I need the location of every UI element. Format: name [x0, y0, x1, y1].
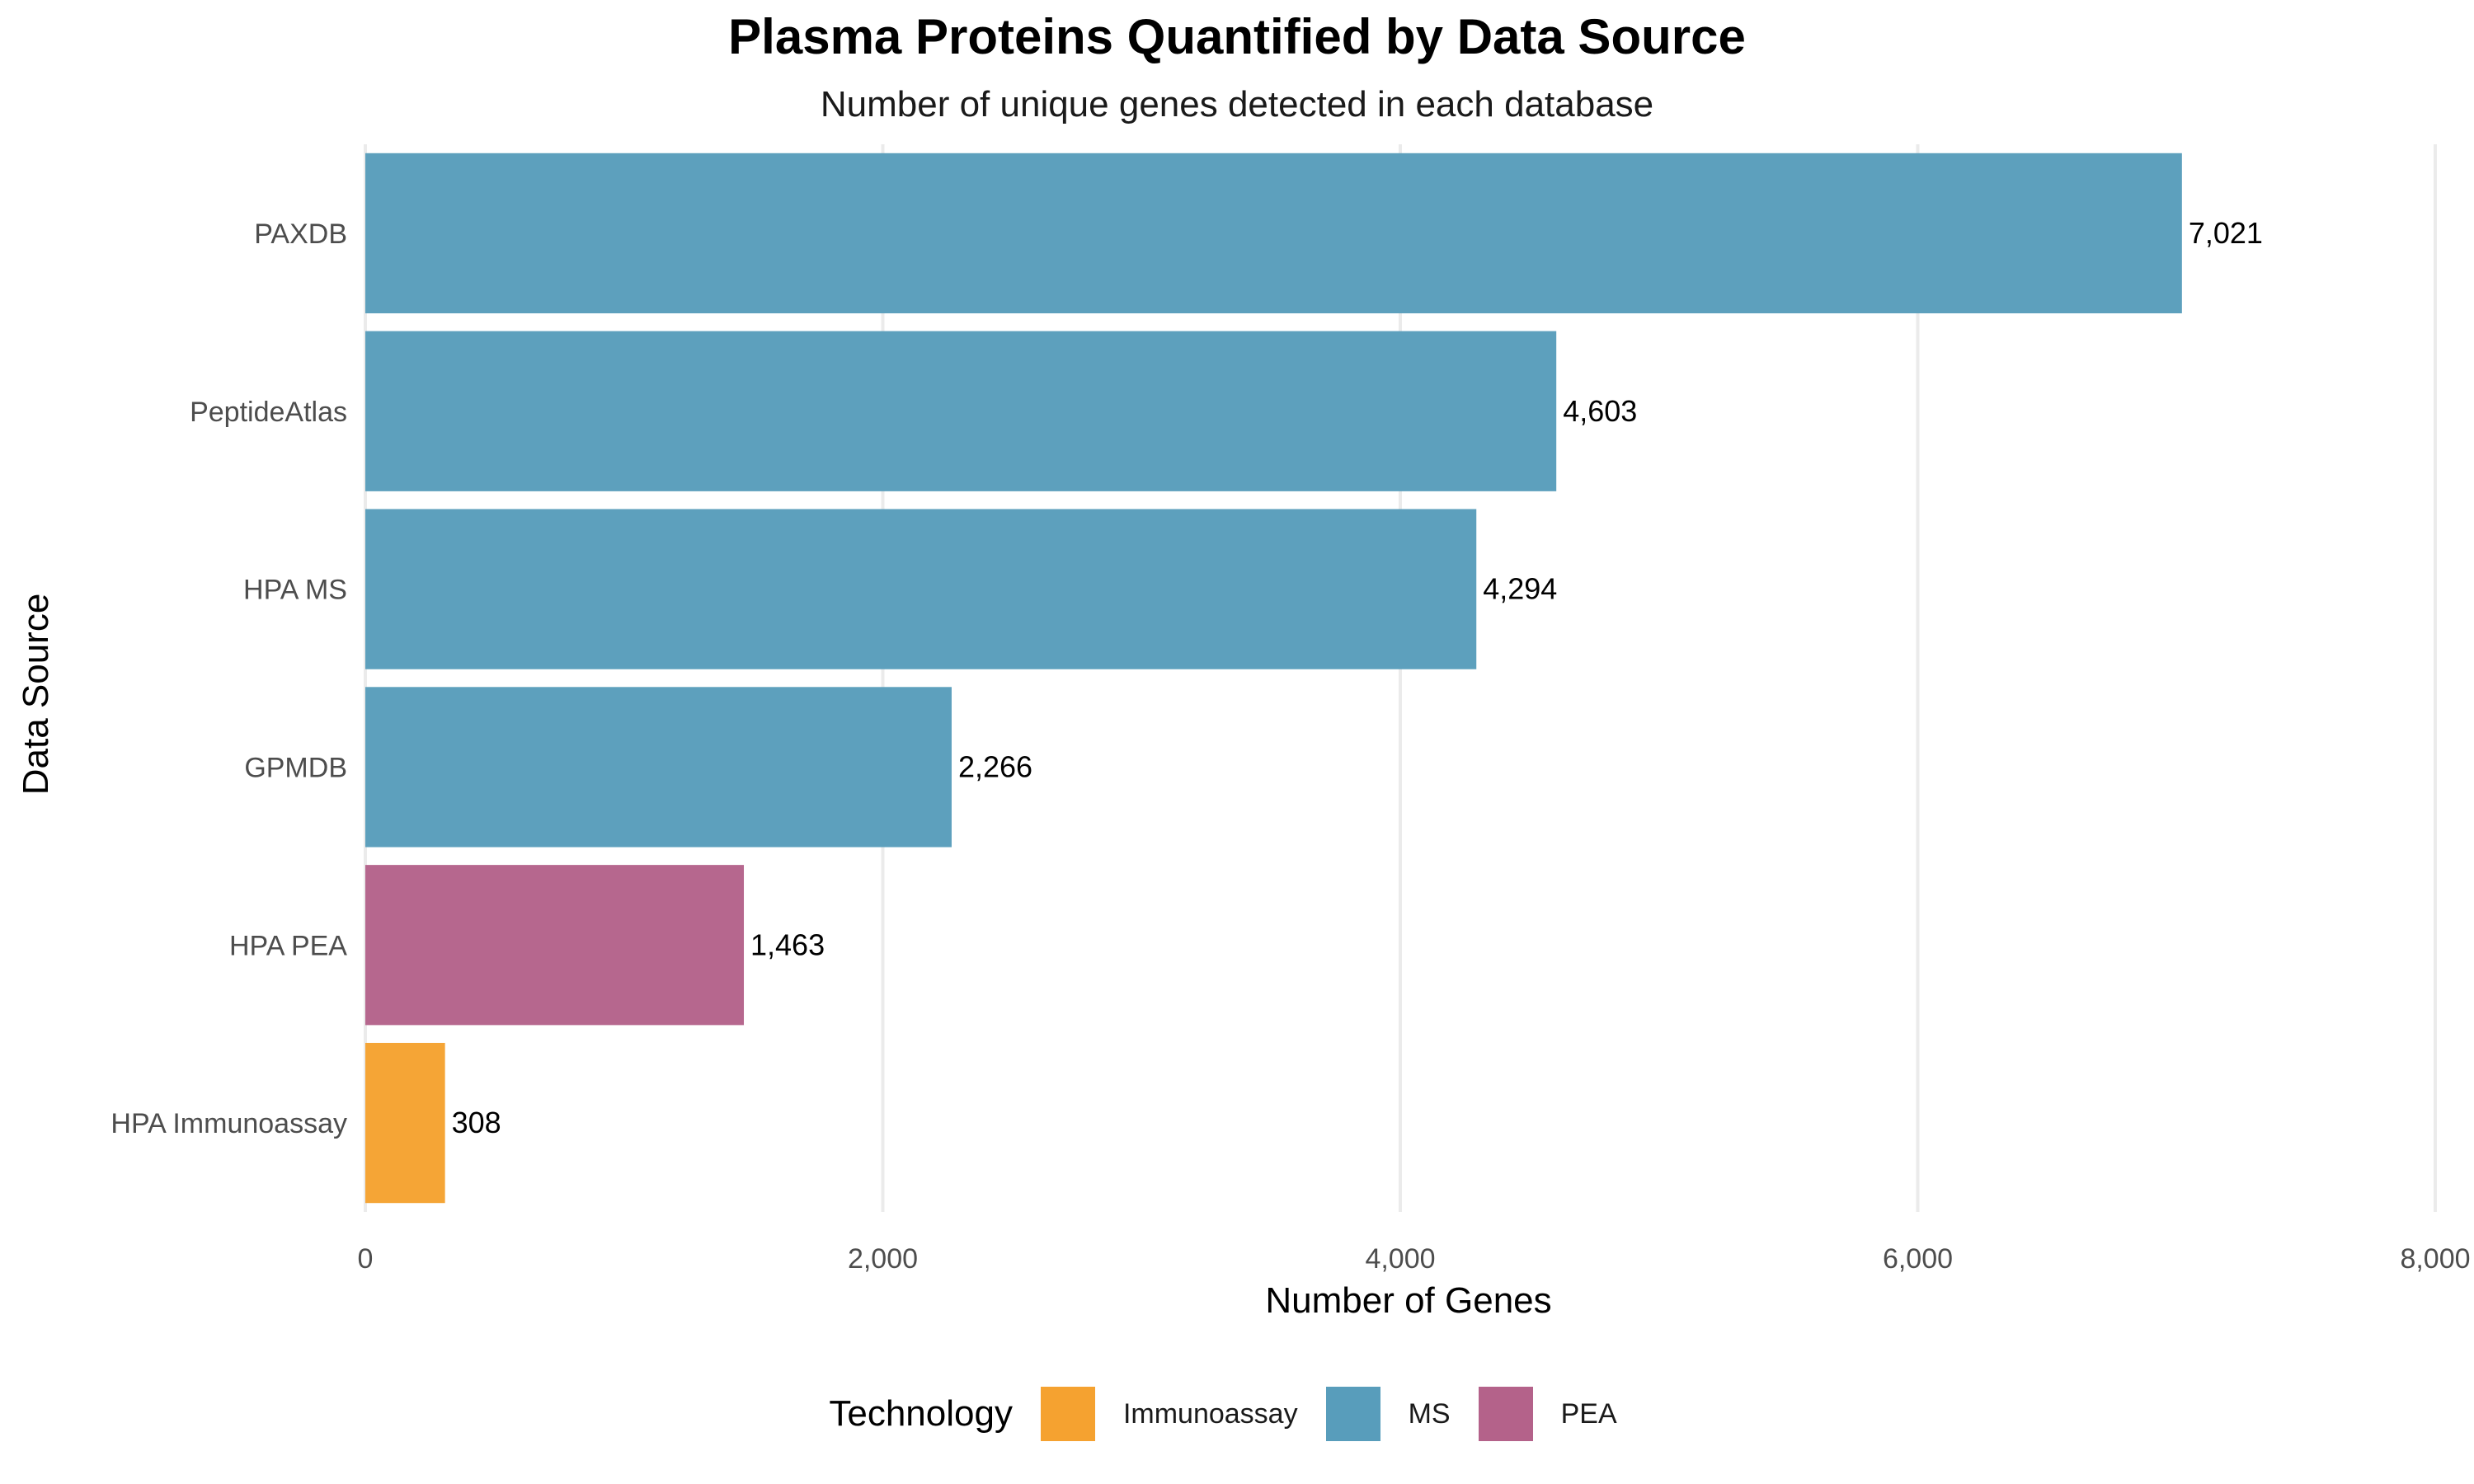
bar [365, 509, 1477, 669]
bar-value-label: 7,021 [2189, 216, 2263, 250]
bar [365, 153, 2182, 314]
x-tick-label: 6,000 [1883, 1243, 1953, 1275]
legend-key-immunoassay [1040, 1387, 1095, 1441]
bar-value-label: 308 [452, 1106, 501, 1139]
category-labels: PAXDB PeptideAtlas HPA MS GPMDB HPA PEA HPA I… [111, 218, 347, 1139]
legend-key-ms [1325, 1387, 1380, 1441]
bar-value-label: 1,463 [750, 928, 825, 961]
legend-item-immunoassay: Immunoassay [1040, 1387, 1298, 1441]
bars [365, 153, 2182, 1204]
bar-value-label: 4,294 [1483, 572, 1557, 606]
category-label: PAXDB [254, 218, 347, 250]
category-label: HPA MS [243, 575, 347, 606]
bar-value-label: 4,603 [1563, 394, 1637, 428]
bar [365, 865, 745, 1026]
bar [365, 331, 1557, 491]
x-tick-labels: 0 2,000 4,000 6,000 8,000 [358, 1243, 2471, 1275]
bar [365, 687, 952, 848]
category-label: HPA PEA [229, 930, 347, 961]
category-label: GPMDB [244, 752, 347, 783]
x-tick-label: 2,000 [848, 1243, 918, 1275]
bar [365, 1042, 445, 1204]
chart-subtitle: Number of unique genes detected in each … [820, 84, 1654, 124]
x-tick-label: 4,000 [1365, 1243, 1435, 1275]
legend-label: Immunoassay [1122, 1397, 1298, 1430]
category-label: HPA Immunoassay [111, 1108, 347, 1139]
legend-item-ms: MS [1325, 1387, 1451, 1441]
category-label: PeptideAtlas [190, 397, 347, 428]
x-tick-label: 8,000 [2400, 1243, 2470, 1275]
legend: Technology Immunoassay MS PEA [0, 1377, 2474, 1451]
x-tick-label: 0 [358, 1243, 374, 1275]
legend-item-pea: PEA [1478, 1387, 1617, 1441]
gridlines [364, 144, 2437, 1212]
x-axis-title: Number of Genes [1265, 1280, 1551, 1321]
legend-label: PEA [1560, 1397, 1617, 1430]
value-labels: 7,021 4,603 4,294 2,266 1,463 308 [452, 216, 2263, 1139]
y-axis-title: Data Source [16, 594, 56, 796]
chart-title: Plasma Proteins Quantified by Data Sourc… [728, 9, 1746, 64]
legend-key-pea [1478, 1387, 1533, 1441]
bar-value-label: 2,266 [958, 749, 1032, 783]
legend-title: Technology [829, 1393, 1013, 1434]
legend-label: MS [1408, 1397, 1451, 1430]
